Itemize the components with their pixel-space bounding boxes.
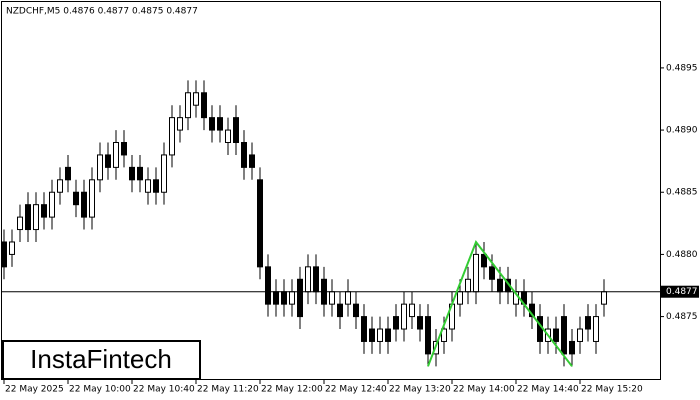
candle-body xyxy=(153,179,159,193)
x-tick-label: 22 May 12:40 xyxy=(325,385,387,395)
candle-body xyxy=(425,316,431,355)
candle-body xyxy=(345,291,351,305)
candle-body xyxy=(473,253,479,293)
candle-body xyxy=(289,291,295,305)
candle-body xyxy=(1,241,7,268)
candle-body xyxy=(41,204,47,218)
candle-body xyxy=(593,316,599,342)
x-tick-label: 22 May 14:00 xyxy=(453,385,515,395)
candle-body xyxy=(329,291,335,305)
candle-body xyxy=(177,117,183,131)
candle-body xyxy=(313,266,319,293)
x-tick-label: 22 May 14:40 xyxy=(517,385,579,395)
candle-body xyxy=(249,154,255,168)
candle-body xyxy=(465,278,471,293)
y-tick-label: 0.4895 xyxy=(666,63,698,73)
candle-body xyxy=(457,291,463,305)
candle-body xyxy=(113,142,119,168)
logo-text: InstaFintech xyxy=(30,344,172,374)
candle-body xyxy=(265,266,271,305)
candle-body xyxy=(161,154,167,193)
x-tick-label: 22 May 13:20 xyxy=(389,385,451,395)
candle-body xyxy=(225,129,231,144)
candle-body xyxy=(441,328,447,342)
candle-body xyxy=(577,328,583,342)
candle-body xyxy=(97,154,103,181)
candle-body xyxy=(209,117,215,131)
x-tick-label: 22 May 11:20 xyxy=(197,385,259,395)
x-tick-label: 22 May 12:00 xyxy=(261,385,323,395)
candle-body xyxy=(73,191,79,206)
candle-body xyxy=(337,303,343,318)
candle-body xyxy=(409,303,415,318)
candle-body xyxy=(401,303,407,330)
candle-body xyxy=(585,316,591,330)
candle-body xyxy=(201,92,207,119)
x-tick-label: 22 May 10:00 xyxy=(69,385,131,395)
candle-body xyxy=(257,179,263,268)
candle-body xyxy=(569,340,575,355)
candle-body xyxy=(537,316,543,342)
candle-body xyxy=(273,291,279,305)
y-tick-label: 0.4880 xyxy=(666,250,698,260)
chart-title: NZDCHF,M5 0.4876 0.4877 0.4875 0.4877 xyxy=(6,7,198,17)
candle-body xyxy=(145,179,151,193)
x-tick-label: 22 May 10:40 xyxy=(133,385,195,395)
candle-body xyxy=(305,266,311,293)
x-tick-label: 22 May 2025 xyxy=(5,385,64,395)
candle-body xyxy=(65,166,71,181)
candle-body xyxy=(105,154,111,168)
candle-body xyxy=(25,204,31,231)
candle-body xyxy=(489,266,495,280)
logo-box xyxy=(2,340,201,380)
x-tick-label: 22 May 15:20 xyxy=(581,385,643,395)
candle-body xyxy=(497,278,503,293)
candle-body xyxy=(377,328,383,342)
current-price-label: 0.4877 xyxy=(666,287,698,297)
y-tick-label: 0.4875 xyxy=(666,312,698,322)
candle-body xyxy=(121,142,127,156)
candle-body xyxy=(49,191,55,218)
candle-body xyxy=(241,142,247,168)
candle-body xyxy=(601,291,607,305)
candle-body xyxy=(57,179,63,193)
candle-body xyxy=(353,303,359,318)
candle-body xyxy=(169,117,175,156)
candle-body xyxy=(81,191,87,218)
candle-body xyxy=(185,92,191,119)
plot-frame xyxy=(1,1,661,380)
y-tick-label: 0.4885 xyxy=(666,188,698,198)
candle-body xyxy=(417,316,423,330)
candle-body xyxy=(233,117,239,144)
current-price-box xyxy=(661,285,699,298)
candle-body xyxy=(89,179,95,218)
candle-body xyxy=(385,328,391,342)
candle-body xyxy=(217,117,223,131)
candle-body xyxy=(369,328,375,342)
candle-body xyxy=(281,291,287,305)
candle-body xyxy=(553,328,559,342)
candle-body xyxy=(481,253,487,268)
candle-body xyxy=(561,316,567,355)
y-tick-label: 0.4890 xyxy=(666,126,698,136)
candle-body xyxy=(129,166,135,181)
pattern-line xyxy=(427,239,573,367)
candle-body xyxy=(297,278,303,318)
candle-body xyxy=(9,241,15,255)
candle-body xyxy=(193,92,199,106)
candle-body xyxy=(393,316,399,330)
logo: InstaFintech xyxy=(2,340,201,380)
candle-body xyxy=(137,166,143,181)
candle-body xyxy=(17,216,23,231)
candle-body xyxy=(361,316,367,342)
candle-body xyxy=(33,204,39,231)
